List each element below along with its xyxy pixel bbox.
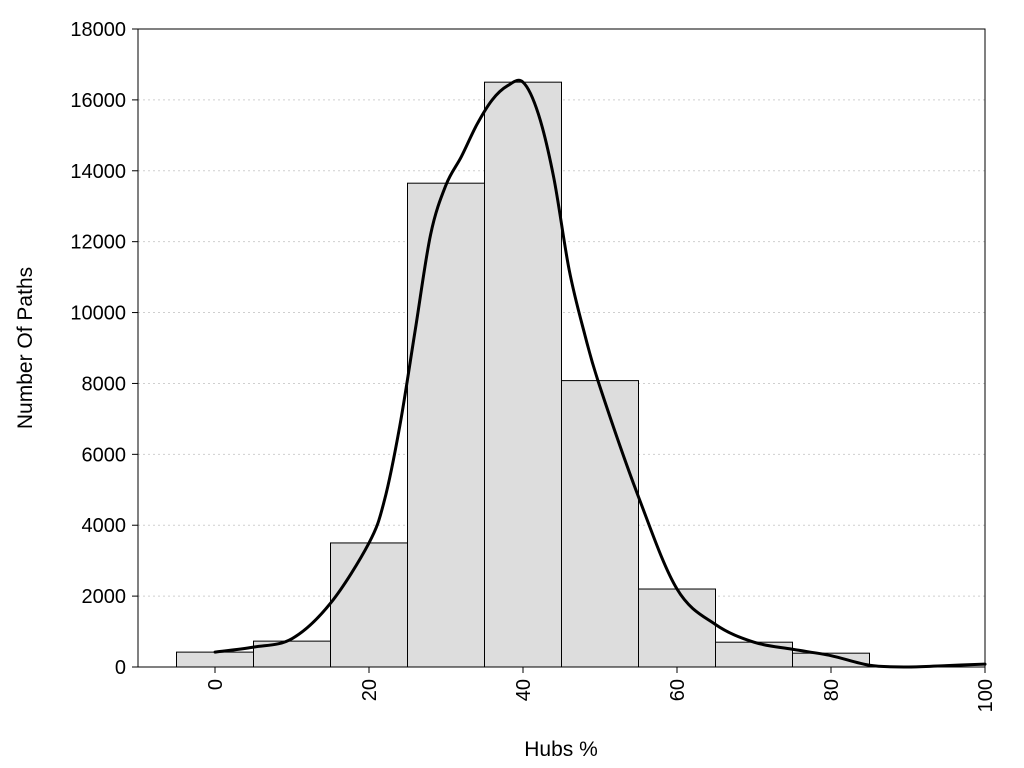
y-tick-label: 8000 <box>82 373 127 395</box>
histogram-bar <box>638 588 716 668</box>
y-tick-label: 16000 <box>70 90 126 112</box>
y-axis-title: Number Of Paths <box>14 267 37 429</box>
x-tick-label: 100 <box>975 679 997 712</box>
grid-lines <box>138 99 985 597</box>
x-tick-label: 40 <box>513 679 535 701</box>
y-tick-label: 0 <box>115 657 126 679</box>
x-tick-label: 80 <box>821 679 843 701</box>
histogram-bar <box>561 380 639 668</box>
y-tick-label: 14000 <box>70 161 126 183</box>
y-tick-label: 4000 <box>82 515 127 537</box>
y-tick-label: 12000 <box>70 232 126 254</box>
plot-frame <box>137 28 986 668</box>
x-tick-label: 0 <box>205 679 227 690</box>
histogram-bar <box>715 641 793 668</box>
y-tick-label: 18000 <box>70 19 126 41</box>
histogram-bar <box>407 182 485 668</box>
histogram-bar <box>330 542 408 668</box>
x-tick-label: 60 <box>667 679 689 701</box>
y-tick-label: 10000 <box>70 303 126 325</box>
histogram-bar <box>176 651 254 668</box>
y-tick-label: 6000 <box>82 444 127 466</box>
x-axis-title: Hubs % <box>524 738 598 761</box>
tick-labels: 0 2000 4000 6000 8000 10000 12000 14000 16000 180… <box>70 19 997 712</box>
density-curve-layer <box>213 78 987 669</box>
x-tick-label: 20 <box>359 679 381 701</box>
histogram-bar <box>484 81 562 668</box>
density-curve <box>213 78 987 669</box>
axis-ticks <box>132 28 986 673</box>
y-tick-label: 2000 <box>82 586 127 608</box>
histogram-bars <box>176 81 870 668</box>
